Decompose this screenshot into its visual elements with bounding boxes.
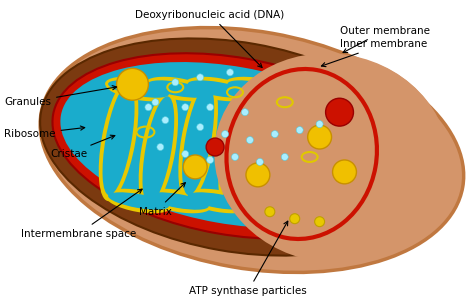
Ellipse shape xyxy=(267,192,330,210)
Ellipse shape xyxy=(214,53,449,263)
Ellipse shape xyxy=(143,96,174,204)
Ellipse shape xyxy=(267,80,330,98)
Ellipse shape xyxy=(60,62,400,228)
Ellipse shape xyxy=(228,192,288,210)
Ellipse shape xyxy=(99,79,138,201)
Ellipse shape xyxy=(309,80,370,98)
Ellipse shape xyxy=(264,77,333,101)
Ellipse shape xyxy=(258,79,298,201)
Ellipse shape xyxy=(105,77,172,101)
Circle shape xyxy=(145,104,152,111)
Circle shape xyxy=(315,217,325,226)
Ellipse shape xyxy=(53,53,411,239)
Circle shape xyxy=(162,117,169,124)
Ellipse shape xyxy=(262,85,294,195)
Ellipse shape xyxy=(304,96,336,204)
Circle shape xyxy=(256,159,264,165)
Circle shape xyxy=(281,153,288,160)
Ellipse shape xyxy=(40,27,464,272)
Circle shape xyxy=(197,124,204,130)
Ellipse shape xyxy=(40,38,434,255)
Ellipse shape xyxy=(228,80,288,98)
Circle shape xyxy=(207,156,214,163)
Ellipse shape xyxy=(178,79,218,201)
Ellipse shape xyxy=(306,77,373,101)
Ellipse shape xyxy=(300,90,339,210)
Circle shape xyxy=(246,137,254,143)
Circle shape xyxy=(326,98,354,126)
Ellipse shape xyxy=(185,77,252,101)
Circle shape xyxy=(241,109,248,116)
Ellipse shape xyxy=(225,189,292,213)
Text: Granules: Granules xyxy=(4,86,117,107)
Circle shape xyxy=(157,143,164,150)
Circle shape xyxy=(296,127,303,133)
Circle shape xyxy=(271,130,278,138)
Ellipse shape xyxy=(219,90,258,210)
Circle shape xyxy=(227,69,234,76)
Ellipse shape xyxy=(306,189,373,213)
Text: Ribosome: Ribosome xyxy=(4,126,85,139)
Ellipse shape xyxy=(188,80,248,98)
Text: Outer membrane: Outer membrane xyxy=(339,26,429,53)
Ellipse shape xyxy=(226,56,447,260)
Ellipse shape xyxy=(148,80,209,98)
Ellipse shape xyxy=(102,85,135,195)
Circle shape xyxy=(182,150,189,157)
Ellipse shape xyxy=(148,192,209,210)
Circle shape xyxy=(333,160,356,184)
Ellipse shape xyxy=(339,79,379,201)
Circle shape xyxy=(197,74,204,81)
Ellipse shape xyxy=(108,80,169,98)
Ellipse shape xyxy=(105,189,172,213)
Ellipse shape xyxy=(309,192,370,210)
Ellipse shape xyxy=(264,189,333,214)
Text: Cristae: Cristae xyxy=(50,135,115,159)
Ellipse shape xyxy=(139,90,178,210)
Circle shape xyxy=(206,138,224,156)
Ellipse shape xyxy=(108,192,169,210)
Ellipse shape xyxy=(225,77,292,101)
Circle shape xyxy=(152,99,159,106)
Circle shape xyxy=(308,125,332,149)
Ellipse shape xyxy=(188,192,248,210)
Circle shape xyxy=(207,104,214,111)
Circle shape xyxy=(183,155,207,179)
Text: Inner membrane: Inner membrane xyxy=(321,40,427,67)
Ellipse shape xyxy=(222,96,254,204)
Circle shape xyxy=(316,120,323,128)
Ellipse shape xyxy=(182,85,214,195)
Circle shape xyxy=(231,153,238,160)
Text: ATP synthase particles: ATP synthase particles xyxy=(189,221,307,296)
Text: Matrix: Matrix xyxy=(139,183,185,217)
Ellipse shape xyxy=(145,77,212,101)
Circle shape xyxy=(290,214,300,224)
Circle shape xyxy=(246,163,270,187)
Circle shape xyxy=(117,68,148,100)
Text: Intermembrane space: Intermembrane space xyxy=(21,189,142,239)
Text: Deoxyribonucleic acid (DNA): Deoxyribonucleic acid (DNA) xyxy=(136,10,285,68)
Ellipse shape xyxy=(185,189,252,213)
Ellipse shape xyxy=(145,189,212,213)
Circle shape xyxy=(172,79,179,86)
Circle shape xyxy=(265,207,275,217)
Ellipse shape xyxy=(343,85,375,195)
Circle shape xyxy=(221,130,228,138)
Circle shape xyxy=(182,104,189,111)
